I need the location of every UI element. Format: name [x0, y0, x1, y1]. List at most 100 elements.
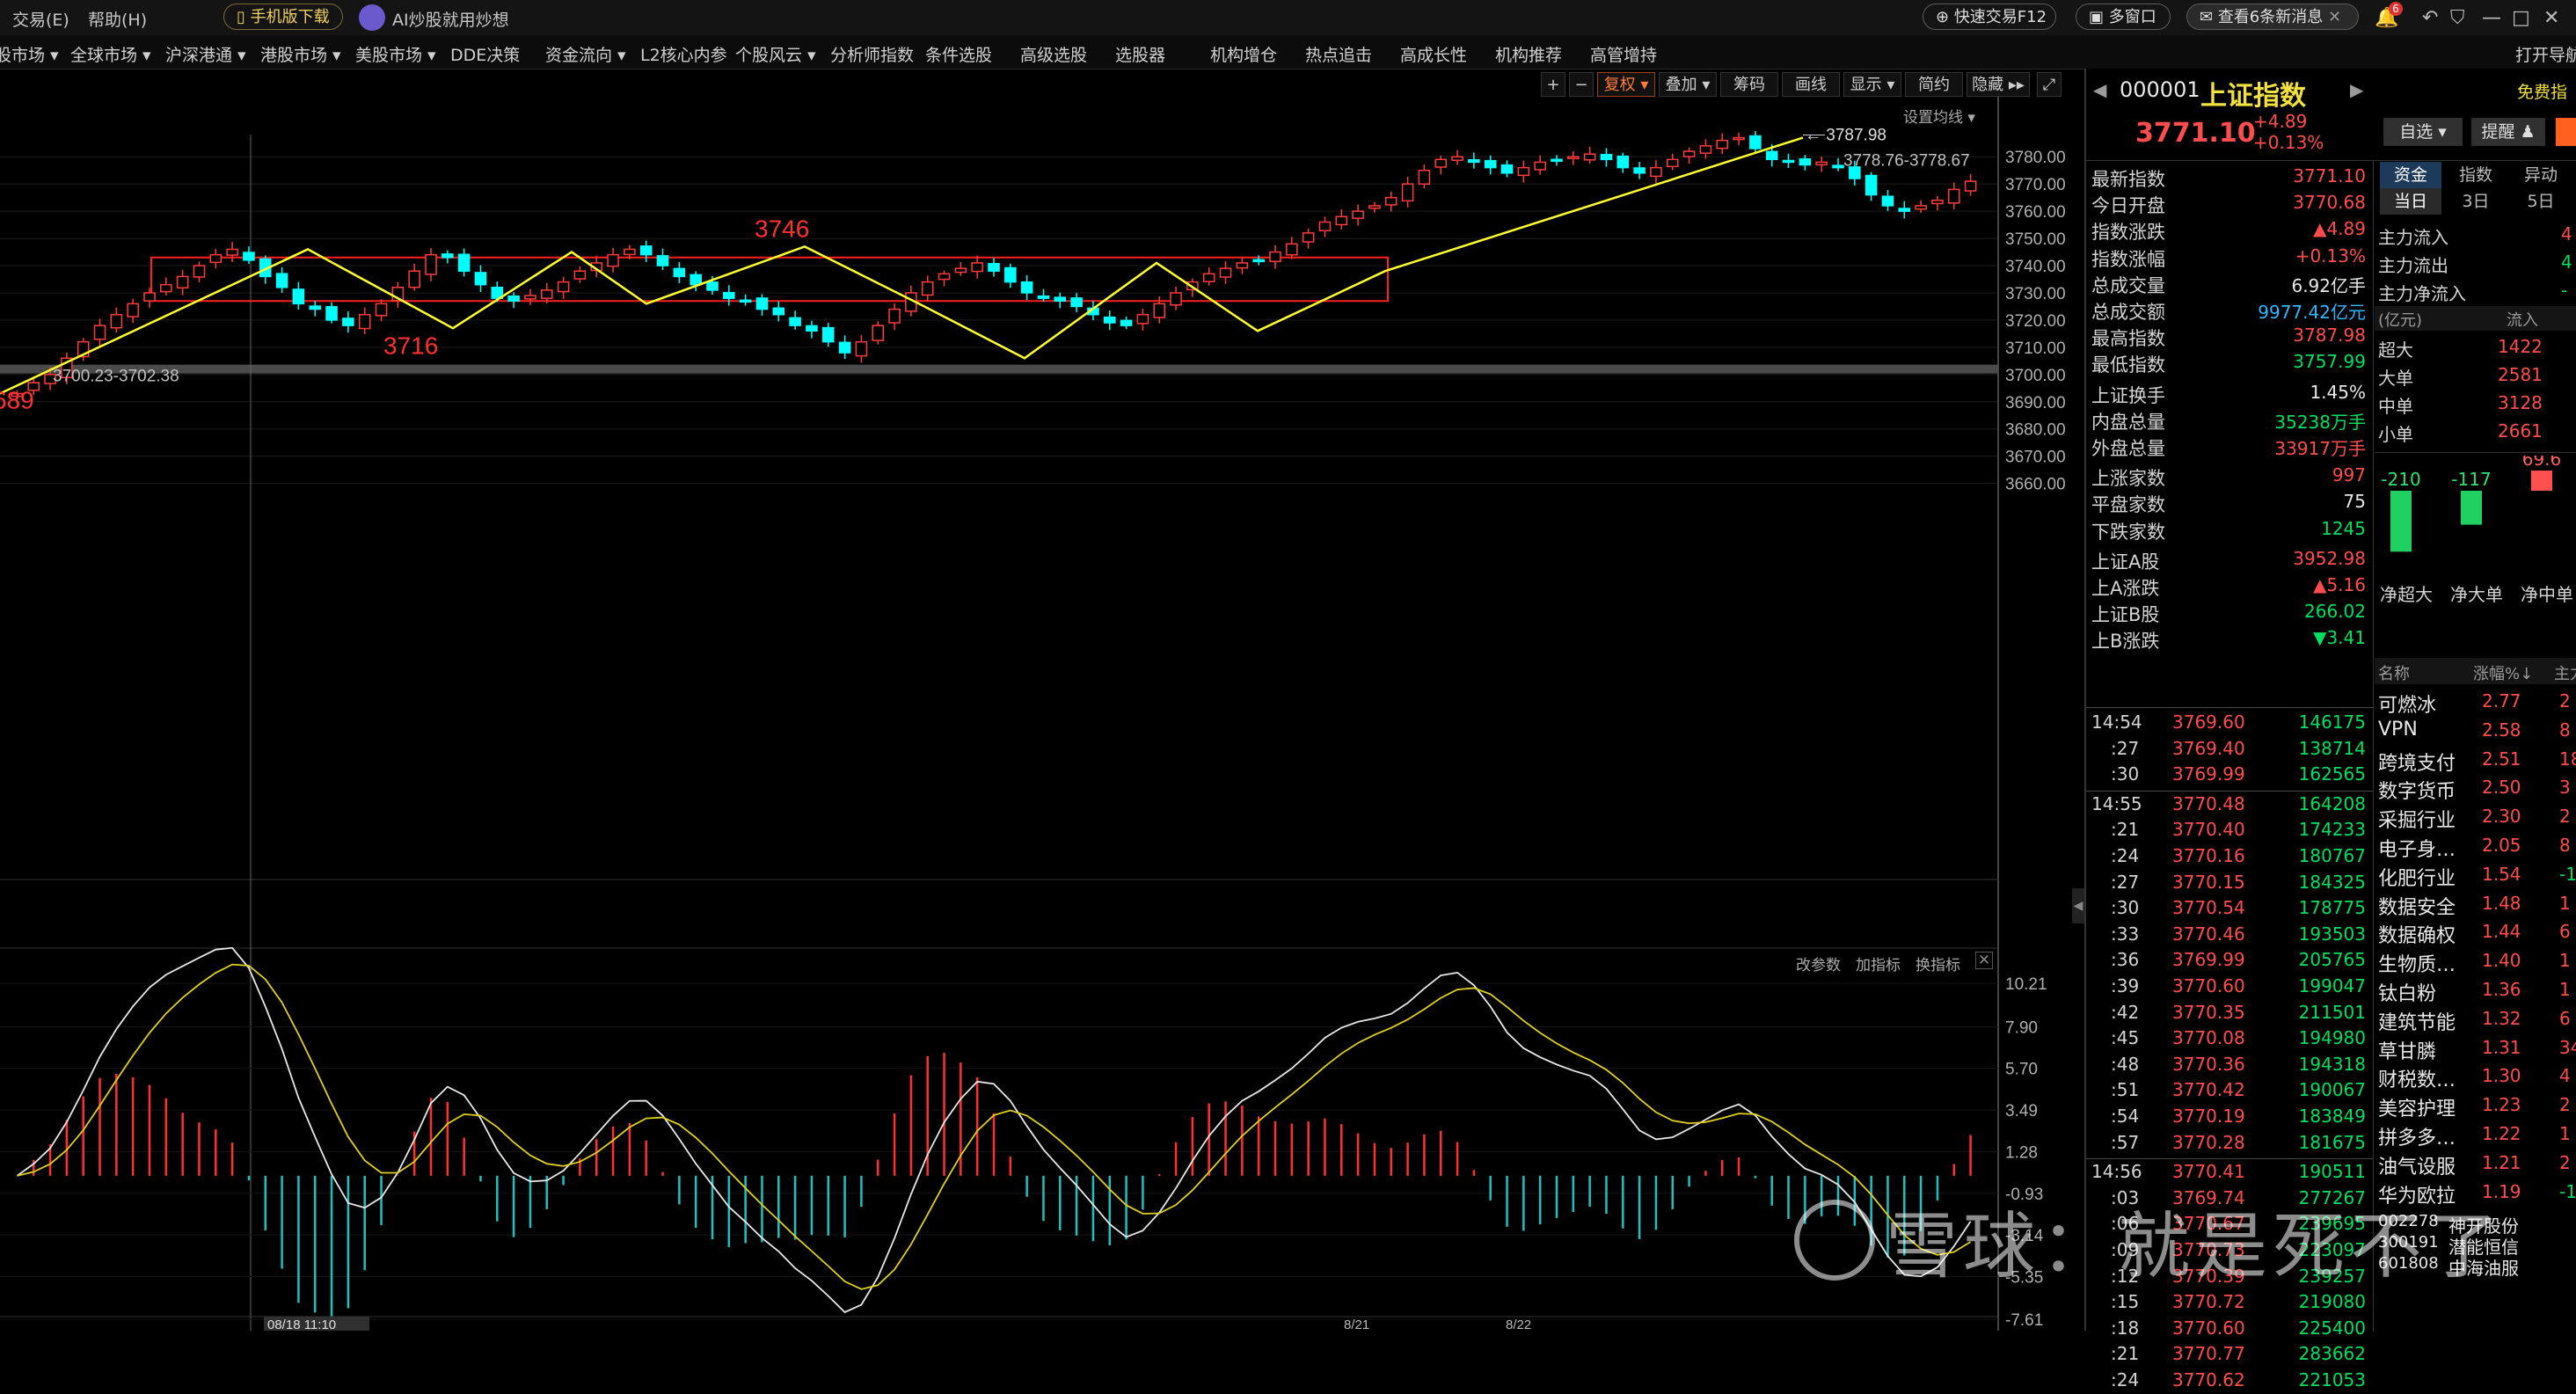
nav-item-hk[interactable]: 港股市场 ▾: [260, 46, 341, 65]
nav-item-growth[interactable]: 高成长性: [1400, 46, 1468, 65]
nav-item-condition[interactable]: 条件选股: [925, 46, 993, 65]
tick-row[interactable]: 14:55 3770.48 164208: [2086, 793, 2373, 818]
tick-row[interactable]: :15 3770.72 219080: [2086, 1291, 2373, 1316]
add-indicator-link[interactable]: 加指标: [1856, 957, 1901, 974]
tick-row[interactable]: :45 3770.08 194980: [2086, 1027, 2373, 1052]
period-today[interactable]: 当日: [2380, 188, 2441, 215]
sector-table[interactable]: 名称 涨幅%↓ 主力 可燃冰2.772VPN2.588跨境支付2.5118数字货…: [2375, 658, 2576, 1331]
multi-window-button[interactable]: ▣ 多窗口: [2076, 4, 2171, 30]
adjust-dropdown[interactable]: 复权 ▾: [1597, 72, 1655, 97]
tick-list[interactable]: 14:54 3769.60 146175:27 3769.40 138714:30 376…: [2086, 707, 2374, 1390]
stock-row[interactable]: 002278 神开股份: [2375, 1212, 2576, 1237]
nav-item-a-share[interactable]: 股市场 ▾: [0, 46, 59, 65]
tab-movement[interactable]: 异动: [2523, 165, 2558, 185]
sector-row[interactable]: 数据安全 1.48 1: [2375, 890, 2576, 919]
free-guide-link[interactable]: 免费指: [2517, 83, 2568, 102]
nav-item-global[interactable]: 全球市场 ▾: [70, 46, 151, 65]
sector-row[interactable]: 建筑节能 1.32 6: [2375, 1005, 2576, 1034]
ai-promo-link[interactable]: AI炒股就用炒想: [392, 11, 509, 30]
sector-row[interactable]: 生物质… 1.40 1: [2375, 947, 2576, 976]
news-button[interactable]: ✉ 查看6条新消息 ✕: [2186, 4, 2359, 30]
watchlist-button[interactable]: 自选 ▾: [2383, 118, 2463, 146]
tick-row[interactable]: :36 3769.99 205765: [2086, 949, 2373, 974]
tick-row[interactable]: :24 3770.16 180767: [2086, 845, 2373, 870]
chart-area[interactable]: 3780.00 3770.00 3760.00 3750.00 3740.00 3730.…: [0, 69, 2084, 1332]
tick-row[interactable]: 14:56 3770.41 190511: [2086, 1161, 2373, 1186]
expand-icon[interactable]: ⤢: [2037, 72, 2062, 97]
sector-row[interactable]: 拼多多… 1.22 1: [2375, 1120, 2576, 1150]
sector-row[interactable]: 华为欧拉 1.19 -1: [2375, 1179, 2576, 1208]
sector-row[interactable]: 美容护理 1.23 2: [2375, 1091, 2576, 1120]
undo-icon[interactable]: ↶: [2422, 7, 2439, 29]
nav-item-exec-add[interactable]: 高管增持: [1590, 46, 1658, 65]
tick-row[interactable]: :42 3770.35 211501: [2086, 1002, 2373, 1026]
header-main[interactable]: 主力: [2554, 665, 2576, 683]
tick-row[interactable]: :06 3770.67 239695: [2086, 1213, 2373, 1237]
tick-row[interactable]: :57 3770.28 181675: [2086, 1132, 2373, 1157]
shirt-icon[interactable]: ⛉: [2450, 7, 2465, 29]
zoom-in-button[interactable]: +: [1541, 72, 1565, 97]
sector-row[interactable]: 草甘膦 1.31 34: [2375, 1034, 2576, 1063]
tick-row[interactable]: :21 3770.77 283662: [2086, 1343, 2373, 1368]
nav-item-advanced[interactable]: 高级选股: [1020, 46, 1088, 65]
tab-index[interactable]: 指数: [2458, 165, 2492, 185]
tick-row[interactable]: :12 3770.39 239257: [2086, 1266, 2373, 1290]
stock-row[interactable]: 300191 潜能恒信: [2375, 1233, 2576, 1258]
period-3d[interactable]: 3日: [2462, 192, 2490, 211]
sector-row[interactable]: 可燃冰 2.77 2: [2375, 688, 2576, 717]
close-indicator-icon[interactable]: ✕: [1975, 952, 1993, 969]
tick-row[interactable]: :03 3769.74 277267: [2086, 1187, 2373, 1212]
simple-button[interactable]: 简约: [1905, 72, 1963, 97]
overlay-dropdown[interactable]: 叠加 ▾: [1659, 72, 1717, 97]
tab-capital[interactable]: 资金: [2380, 162, 2441, 188]
sector-row[interactable]: 电子身… 2.05 8: [2375, 832, 2576, 861]
header-name[interactable]: 名称: [2378, 665, 2410, 683]
open-guide-link[interactable]: 打开导航: [2515, 46, 2576, 65]
menu-trade[interactable]: 交易(E): [12, 11, 69, 30]
nav-item-inst-rec[interactable]: 机构推荐: [1495, 46, 1563, 65]
switch-indicator-link[interactable]: 换指标: [1916, 957, 1960, 974]
tick-row[interactable]: :24 3770.62 221053: [2086, 1369, 2373, 1394]
minimize-icon[interactable]: —: [2482, 7, 2501, 29]
sector-row[interactable]: 油气设服 1.21 2: [2375, 1150, 2576, 1179]
tick-row[interactable]: :27 3770.15 184325: [2086, 872, 2373, 896]
sector-row[interactable]: 跨境支付 2.51 18: [2375, 746, 2576, 775]
menu-help[interactable]: 帮助(H): [88, 11, 148, 30]
nav-item-dde[interactable]: DDE决策: [450, 46, 521, 65]
tick-row[interactable]: :54 3770.19 183849: [2086, 1106, 2373, 1130]
prev-stock-arrow[interactable]: ◀: [2093, 79, 2107, 100]
alert-button[interactable]: 提醒 ♟: [2471, 118, 2545, 146]
sector-row[interactable]: 数字货币 2.50 3: [2375, 774, 2576, 803]
tick-row[interactable]: :51 3770.42 190067: [2086, 1079, 2373, 1104]
nav-item-hk-connect[interactable]: 沪深港通 ▾: [165, 46, 246, 65]
set-ma-link[interactable]: 设置均线 ▾: [1903, 109, 1975, 127]
period-5d[interactable]: 5日: [2527, 192, 2555, 211]
nav-item-stock-news[interactable]: 个股风云 ▾: [735, 46, 816, 65]
tick-row[interactable]: :48 3770.36 194318: [2086, 1054, 2373, 1078]
sector-row[interactable]: 数据确权 1.44 6: [2375, 918, 2576, 947]
collapse-panel-handle[interactable]: ◀: [2072, 888, 2084, 923]
tick-row[interactable]: :21 3770.40 174233: [2086, 819, 2373, 843]
hide-button[interactable]: 隐藏 ▸▸: [1967, 72, 2030, 97]
nav-item-us[interactable]: 美股市场 ▾: [355, 46, 436, 65]
stock-row[interactable]: 601808 中海油服: [2375, 1254, 2576, 1279]
tick-row[interactable]: :18 3770.60 225400: [2086, 1317, 2373, 1342]
display-dropdown[interactable]: 显示 ▾: [1843, 72, 1901, 97]
sector-row[interactable]: 财税数… 1.30 4: [2375, 1062, 2576, 1091]
nav-item-inst-add[interactable]: 机构增仓: [1210, 46, 1278, 65]
next-stock-arrow[interactable]: ▶: [2350, 79, 2364, 100]
quick-trade-button[interactable]: ⊕ 快速交易F12: [1923, 4, 2056, 30]
nav-item-capital-flow[interactable]: 资金流向 ▾: [545, 46, 626, 65]
nav-item-hot[interactable]: 热点追击: [1305, 46, 1373, 65]
nav-item-l2[interactable]: L2核心内参: [640, 46, 727, 65]
mobile-download-button[interactable]: ▯ 手机版下载: [223, 4, 343, 30]
close-icon[interactable]: ✕: [2543, 7, 2560, 29]
zoom-out-button[interactable]: −: [1569, 72, 1594, 97]
sector-row[interactable]: 钛白粉 1.36 1: [2375, 976, 2576, 1005]
edit-params-link[interactable]: 改参数: [1796, 957, 1841, 974]
tick-row[interactable]: 14:54 3769.60 146175: [2086, 712, 2373, 736]
tick-row[interactable]: :33 3770.46 193503: [2086, 923, 2373, 948]
chips-button[interactable]: 筹码: [1720, 72, 1778, 97]
header-pct[interactable]: 涨幅%↓: [2473, 665, 2534, 683]
tick-row[interactable]: :09 3770.73 223097: [2086, 1239, 2373, 1264]
